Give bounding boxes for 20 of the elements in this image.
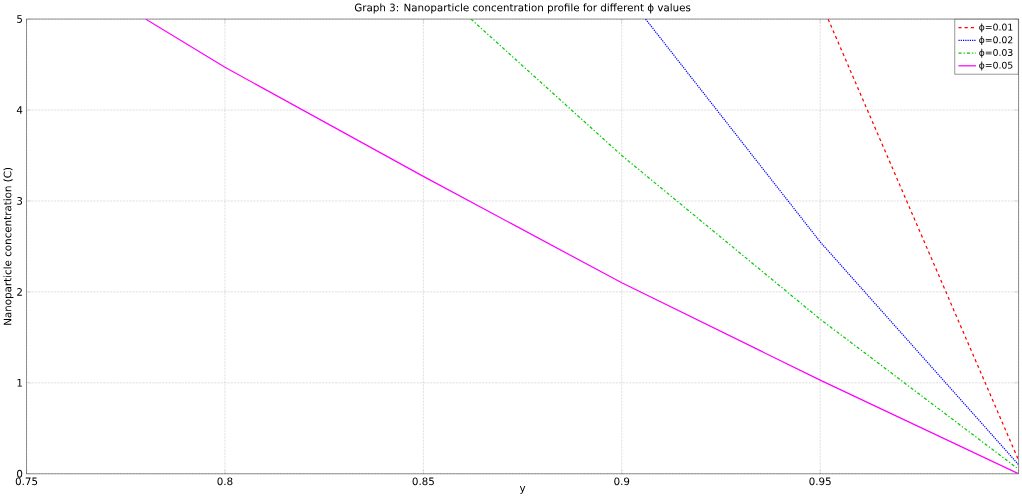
y-tick-label: 5 [17,15,23,23]
legend-label: ϕ=0.02 [979,35,1013,45]
chart-title: Graph 3: Nanoparticle concentration profile for different ϕ values [354,3,691,14]
x-tick-label: 0.95 [809,477,831,486]
y-tick-label: 2 [17,287,22,296]
x-tick-label: 0.85 [412,477,434,486]
y-tick-label: 4 [16,106,23,114]
y-tick-label: 1 [17,378,22,387]
legend-label: ϕ=0.03 [979,48,1013,58]
x-tick-label: 0.8 [217,477,233,486]
y-tick-label: 0 [17,469,23,478]
x-axis-title: y [519,485,526,494]
y-tick-label: 3 [17,196,23,205]
legend-label: ϕ=0.01 [979,23,1013,33]
x-tick-label: 0.9 [614,477,630,486]
x-tick-label: 0.75 [15,477,38,486]
legend-label: ϕ=0.05 [979,61,1013,71]
line-series [144,18,1019,474]
y-axis-title: Nanoparticle concentration (C) [3,167,14,325]
line-series [470,18,1019,470]
